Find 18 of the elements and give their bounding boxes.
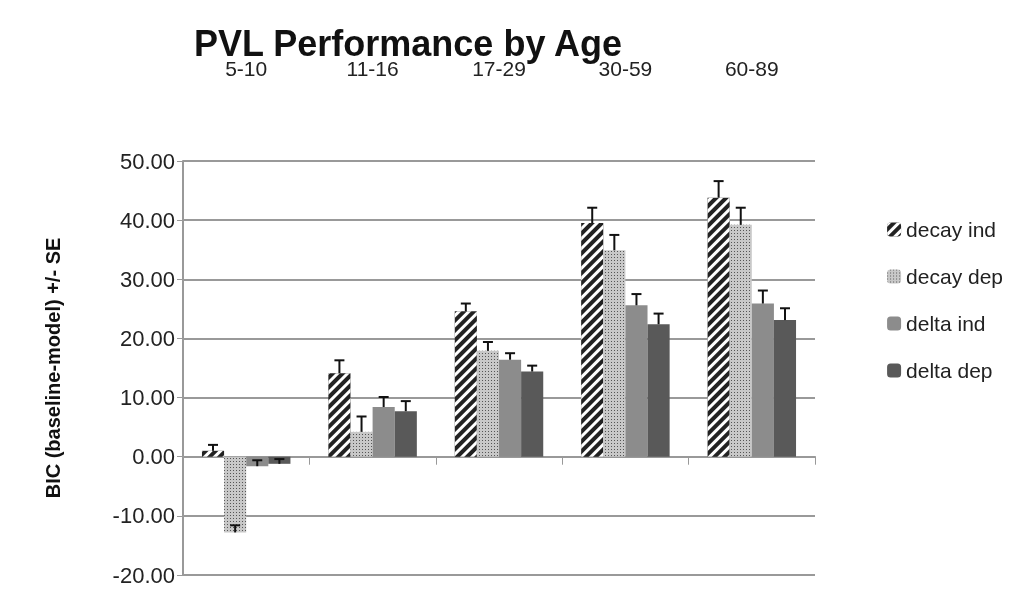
y-tick-label: -20.00: [112, 562, 175, 588]
y-tick-label: -10.00: [112, 503, 175, 529]
legend-label: delta ind: [906, 312, 986, 335]
y-tick-label: 30.00: [119, 266, 175, 292]
x-tick-label: 30-59: [598, 57, 653, 80]
y-tick-label: 10.00: [119, 385, 175, 411]
y-tick-label: 50.00: [119, 148, 175, 174]
x-tick-label: 5-10: [225, 57, 268, 80]
x-tick-label: 17-29: [472, 57, 526, 80]
x-tick-label: 11-16: [346, 57, 399, 80]
legend-label: delta dep: [906, 359, 993, 382]
legend-label: decay ind: [906, 218, 996, 241]
y-tick-label: 20.00: [119, 325, 175, 351]
y-axis-title: BIC (baseline-model) +/- SE: [42, 237, 64, 499]
y-tick-label: 40.00: [119, 207, 175, 233]
y-tick-label: 0.00: [132, 444, 175, 470]
legend-label: decay dep: [906, 265, 1004, 288]
x-tick-label: 60-89: [724, 57, 779, 80]
